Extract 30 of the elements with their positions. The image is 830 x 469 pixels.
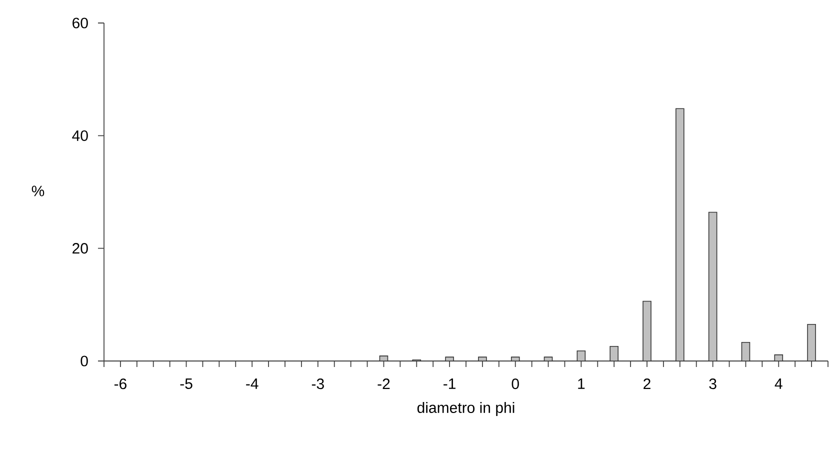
x-tick-label: -5 <box>180 378 192 389</box>
x-tick-label: -3 <box>312 378 324 390</box>
bar <box>807 324 816 362</box>
y-axis-title: % <box>32 186 44 196</box>
bar <box>642 300 652 362</box>
y-tick-label: 20 <box>72 243 88 254</box>
bar <box>774 354 784 362</box>
x-tick-label: -2 <box>378 378 390 389</box>
bar <box>741 342 750 362</box>
bar <box>610 346 618 362</box>
bar <box>576 350 586 362</box>
bar <box>708 212 718 362</box>
bar <box>510 356 520 362</box>
x-tick-label: -6 <box>114 378 126 390</box>
bar <box>379 356 388 362</box>
bar <box>676 108 684 362</box>
x-tick-label: 1 <box>578 378 585 389</box>
bar <box>478 356 487 362</box>
x-axis-title: diametro in phi <box>417 402 514 416</box>
x-tick-label: 0 <box>512 378 519 390</box>
y-tick-label: 0 <box>80 356 88 366</box>
y-tick-label: 60 <box>72 18 88 28</box>
x-tick-label: 3 <box>709 378 716 390</box>
bar <box>544 356 553 362</box>
x-tick-label: 4 <box>774 378 782 389</box>
x-tick-label: 2 <box>644 378 650 389</box>
x-tick-label: -4 <box>246 378 258 389</box>
x-tick-label: -1 <box>444 378 456 389</box>
bar <box>445 356 454 362</box>
y-tick-label: 40 <box>72 130 88 141</box>
